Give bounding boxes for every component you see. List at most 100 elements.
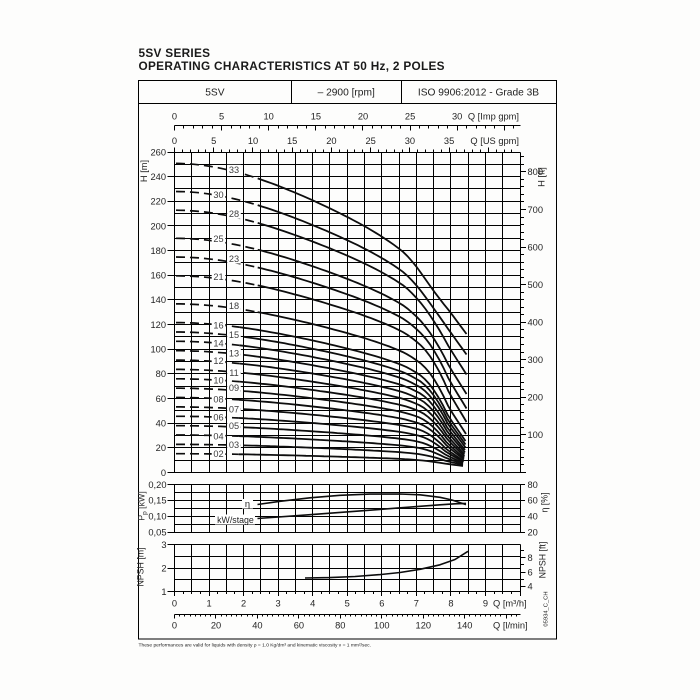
svg-text:kW/stage: kW/stage	[217, 515, 254, 525]
svg-text:4: 4	[310, 598, 315, 608]
svg-text:Q [l/min]: Q [l/min]	[493, 620, 528, 630]
svg-text:05934_C_CH: 05934_C_CH	[544, 591, 550, 626]
svg-text:Q [Imp gpm]: Q [Imp gpm]	[468, 111, 519, 121]
svg-text:07: 07	[229, 404, 239, 414]
svg-text:OPERATING CHARACTERISTICS AT 5: OPERATING CHARACTERISTICS AT 50 Hz, 2 PO…	[139, 59, 445, 73]
svg-text:H [m]: H [m]	[139, 160, 149, 182]
svg-text:21: 21	[213, 272, 223, 282]
svg-text:20: 20	[326, 136, 336, 146]
svg-text:6: 6	[528, 567, 533, 577]
svg-text:5: 5	[211, 136, 216, 146]
svg-text:0,20: 0,20	[148, 480, 166, 490]
svg-text:03: 03	[229, 440, 239, 450]
svg-text:30: 30	[405, 136, 415, 146]
svg-text:40: 40	[156, 419, 166, 429]
svg-text:10: 10	[264, 111, 274, 121]
svg-text:25: 25	[405, 111, 415, 121]
svg-text:25: 25	[213, 234, 223, 244]
svg-text:12: 12	[213, 356, 223, 366]
svg-text:60: 60	[294, 620, 304, 630]
svg-text:0: 0	[172, 136, 177, 146]
svg-text:0: 0	[161, 468, 166, 478]
svg-text:300: 300	[528, 355, 544, 365]
svg-text:0,10: 0,10	[148, 512, 166, 522]
svg-text:33: 33	[229, 165, 239, 175]
svg-text:08: 08	[213, 394, 223, 404]
svg-text:13: 13	[229, 348, 239, 358]
svg-text:H [ft]: H [ft]	[537, 167, 547, 187]
svg-text:0: 0	[172, 111, 177, 121]
svg-text:220: 220	[150, 197, 166, 207]
svg-text:20: 20	[156, 443, 166, 453]
svg-text:40: 40	[252, 620, 262, 630]
svg-text:1: 1	[207, 598, 212, 608]
svg-text:260: 260	[150, 147, 166, 157]
svg-text:04: 04	[213, 431, 223, 441]
svg-text:30: 30	[213, 190, 223, 200]
svg-text:15: 15	[311, 111, 321, 121]
svg-text:100: 100	[150, 345, 166, 355]
svg-text:28: 28	[229, 209, 239, 219]
svg-text:3: 3	[276, 598, 281, 608]
svg-text:02: 02	[213, 449, 223, 459]
svg-text:5SV: 5SV	[205, 87, 224, 98]
svg-text:120: 120	[150, 320, 166, 330]
svg-text:18: 18	[229, 301, 239, 311]
svg-text:60: 60	[156, 394, 166, 404]
svg-text:30: 30	[452, 111, 462, 121]
svg-text:120: 120	[416, 620, 432, 630]
svg-text:– 2900 [rpm]: – 2900 [rpm]	[318, 87, 375, 98]
svg-text:15: 15	[287, 136, 297, 146]
svg-text:7: 7	[414, 598, 419, 608]
svg-text:3: 3	[161, 540, 166, 550]
svg-text:14: 14	[213, 338, 223, 348]
svg-text:15: 15	[229, 330, 239, 340]
svg-text:2: 2	[241, 598, 246, 608]
svg-text:80: 80	[335, 620, 345, 630]
svg-text:0,15: 0,15	[148, 496, 166, 506]
svg-text:60: 60	[528, 496, 538, 506]
svg-text:6: 6	[379, 598, 384, 608]
svg-text:200: 200	[150, 221, 166, 231]
svg-text:11: 11	[229, 368, 239, 378]
svg-text:100: 100	[374, 620, 390, 630]
svg-text:10: 10	[248, 136, 258, 146]
svg-text:200: 200	[528, 393, 544, 403]
svg-text:06: 06	[213, 413, 223, 423]
svg-text:600: 600	[528, 242, 544, 252]
svg-text:8: 8	[448, 598, 453, 608]
svg-text:5: 5	[219, 111, 224, 121]
svg-text:These performances are valid f: These performances are valid for liquids…	[139, 643, 371, 649]
svg-text:800: 800	[528, 167, 544, 177]
svg-text:240: 240	[150, 172, 166, 182]
svg-text:20: 20	[211, 620, 221, 630]
svg-text:NPSH [m]: NPSH [m]	[136, 547, 146, 586]
svg-text:80: 80	[528, 480, 538, 490]
svg-text:180: 180	[150, 246, 166, 256]
svg-text:100: 100	[528, 430, 544, 440]
svg-text:0: 0	[172, 620, 177, 630]
svg-text:η [%]: η [%]	[540, 492, 550, 512]
svg-text:400: 400	[528, 318, 544, 328]
svg-text:20: 20	[528, 527, 538, 537]
svg-text:140: 140	[150, 295, 166, 305]
svg-text:5SV SERIES: 5SV SERIES	[139, 46, 211, 60]
svg-text:35: 35	[444, 136, 454, 146]
svg-text:05: 05	[229, 421, 239, 431]
svg-text:500: 500	[528, 280, 544, 290]
svg-text:0: 0	[172, 598, 177, 608]
svg-text:ISO 9906:2012 - Grade 3B: ISO 9906:2012 - Grade 3B	[418, 87, 539, 98]
svg-text:η: η	[245, 499, 250, 509]
svg-text:20: 20	[358, 111, 368, 121]
svg-text:140: 140	[457, 620, 473, 630]
svg-text:5: 5	[345, 598, 350, 608]
svg-text:2: 2	[161, 563, 166, 573]
svg-text:23: 23	[229, 254, 239, 264]
svg-text:80: 80	[156, 369, 166, 379]
svg-text:8: 8	[528, 553, 533, 563]
svg-text:10: 10	[213, 376, 223, 386]
svg-text:0,05: 0,05	[148, 527, 166, 537]
svg-text:40: 40	[528, 512, 538, 522]
svg-text:NPSH [ft]: NPSH [ft]	[538, 542, 548, 579]
svg-text:700: 700	[528, 205, 544, 215]
